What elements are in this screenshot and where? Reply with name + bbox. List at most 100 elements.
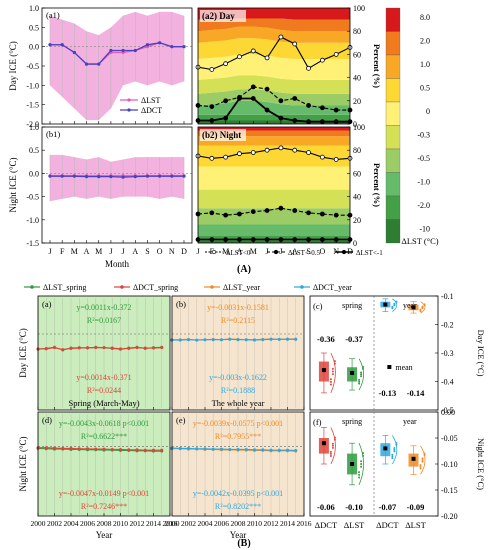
scatter-dot [331,446,334,449]
data-point [72,50,76,55]
series-line-ΔDCT_year [172,338,296,341]
panel-Bc: -0.36 -0.37 -0.13 -0.14 spring year (c) -0.1 -0.… [309,292,486,415]
panel-label: (b2) Night [202,130,241,140]
data-point [60,43,64,47]
y-tick-label: -0.5 [441,406,454,415]
panel-label: (a) [42,299,52,309]
x-tick-label: F [60,247,65,256]
x-tick-label: 2010 [247,519,262,528]
x-tick-label: J [196,247,199,256]
data-point [158,174,162,178]
x-tick-label: 2000 [31,519,46,528]
violin-outline [358,358,364,391]
y-tick-label: 40 [353,74,361,83]
percent-point [319,211,325,217]
percent-point [209,155,215,161]
scatter-dot [331,442,334,445]
stack-layer [198,145,350,167]
colorbar-tick-label: -2.0 [417,201,430,210]
stack-layer [198,189,350,209]
x-tick-label: J [279,247,282,256]
scatter-dot [423,454,426,457]
y-tick-label: 0 [353,120,357,129]
figure-label-A: (A) [237,264,251,275]
scatter-dot [391,457,394,460]
y-axis-label: Day ICE (°C) [8,41,18,91]
regression-equation: R²=0.7246*** [81,502,127,511]
y-tick-label: 0.00 [441,408,455,417]
data-point [102,447,106,451]
colorbar-tick-label: -10 [419,225,430,234]
percent-point [278,205,284,211]
mean-value-label: -0.13 [379,388,397,398]
regression-equation: y=-0.0031x-0.1581 [207,303,269,312]
percent-point [319,57,325,63]
y-axis-label-right: Night ICE (°C) [476,438,486,490]
data-point [220,338,223,342]
percent-point [237,96,242,101]
scatter-dot [358,476,361,479]
y-tick-label: 80 [353,146,361,155]
legend-label: ΔDCT_spring [133,283,178,292]
x-tick-label: M [250,247,257,256]
legend-mean-label: mean [395,363,412,372]
data-point [60,174,64,178]
panel-label: (a2) Day [202,11,235,21]
data-point [220,447,223,451]
x-tick-label: 2002 [181,519,196,528]
percent-point [306,65,311,71]
scatter-dot [333,436,336,439]
percent-point [333,212,339,218]
x-tick-label: 2004 [64,519,79,528]
colorbar-tick-label: 0 [426,107,430,116]
percent-point [292,208,298,213]
scatter-dot [329,450,332,453]
panel-Be: 2000 2002 2004 2006 2008 2010 2012 2014 2016Year… [165,411,312,540]
data-point [160,448,164,452]
data-point [160,346,164,350]
percent-point [319,154,325,160]
percent-point [278,115,284,121]
scatter-dot [331,373,334,376]
colorbar-cell [385,195,401,220]
scatter-dot [358,473,361,476]
data-point [195,338,199,342]
y-tick-label: -0.05 [441,434,458,443]
legend-percent: ΔLST<0 ΔLST<-0.5 ΔLST<-1 [205,249,383,257]
percent-point [264,147,270,153]
scatter-dot [393,302,396,305]
data-point [69,446,73,450]
percent-point [333,107,339,113]
regression-equation: y=-0.0043x-0.0618 p<0.001 [59,419,149,428]
colorbar-cell [385,101,401,126]
y-axis-label-right: Day ICE (°C) [476,330,486,377]
mean-marker [350,370,355,375]
y-tick-label: -0.5 [26,62,39,71]
legend-marker [127,98,131,102]
x-tick-label: A [237,247,243,256]
data-point [203,447,207,451]
panel-label: (b) [176,299,186,309]
data-point [145,43,150,47]
percent-point [278,34,284,40]
percent-point [306,210,311,216]
x-tick-label: 2000 [165,519,180,528]
plot-frame [197,126,351,244]
data-point [152,346,155,350]
y-tick-label: -1.5 [26,239,39,248]
x-tick-label: M [71,247,78,256]
x-tick-label: A [132,247,138,256]
y-axis-label-right: Percent (%) [372,44,382,88]
data-point [253,448,256,452]
scatter-dot [419,308,422,311]
data-point [158,41,162,45]
mean-value-label: -0.06 [317,502,335,512]
data-point [187,446,190,450]
scatter-dot [362,365,365,368]
data-point [143,448,147,452]
y-tick-label: 20 [353,216,361,225]
data-point [228,447,232,451]
scatter-dot [329,378,332,381]
data-point [127,448,131,452]
data-point [269,337,273,341]
